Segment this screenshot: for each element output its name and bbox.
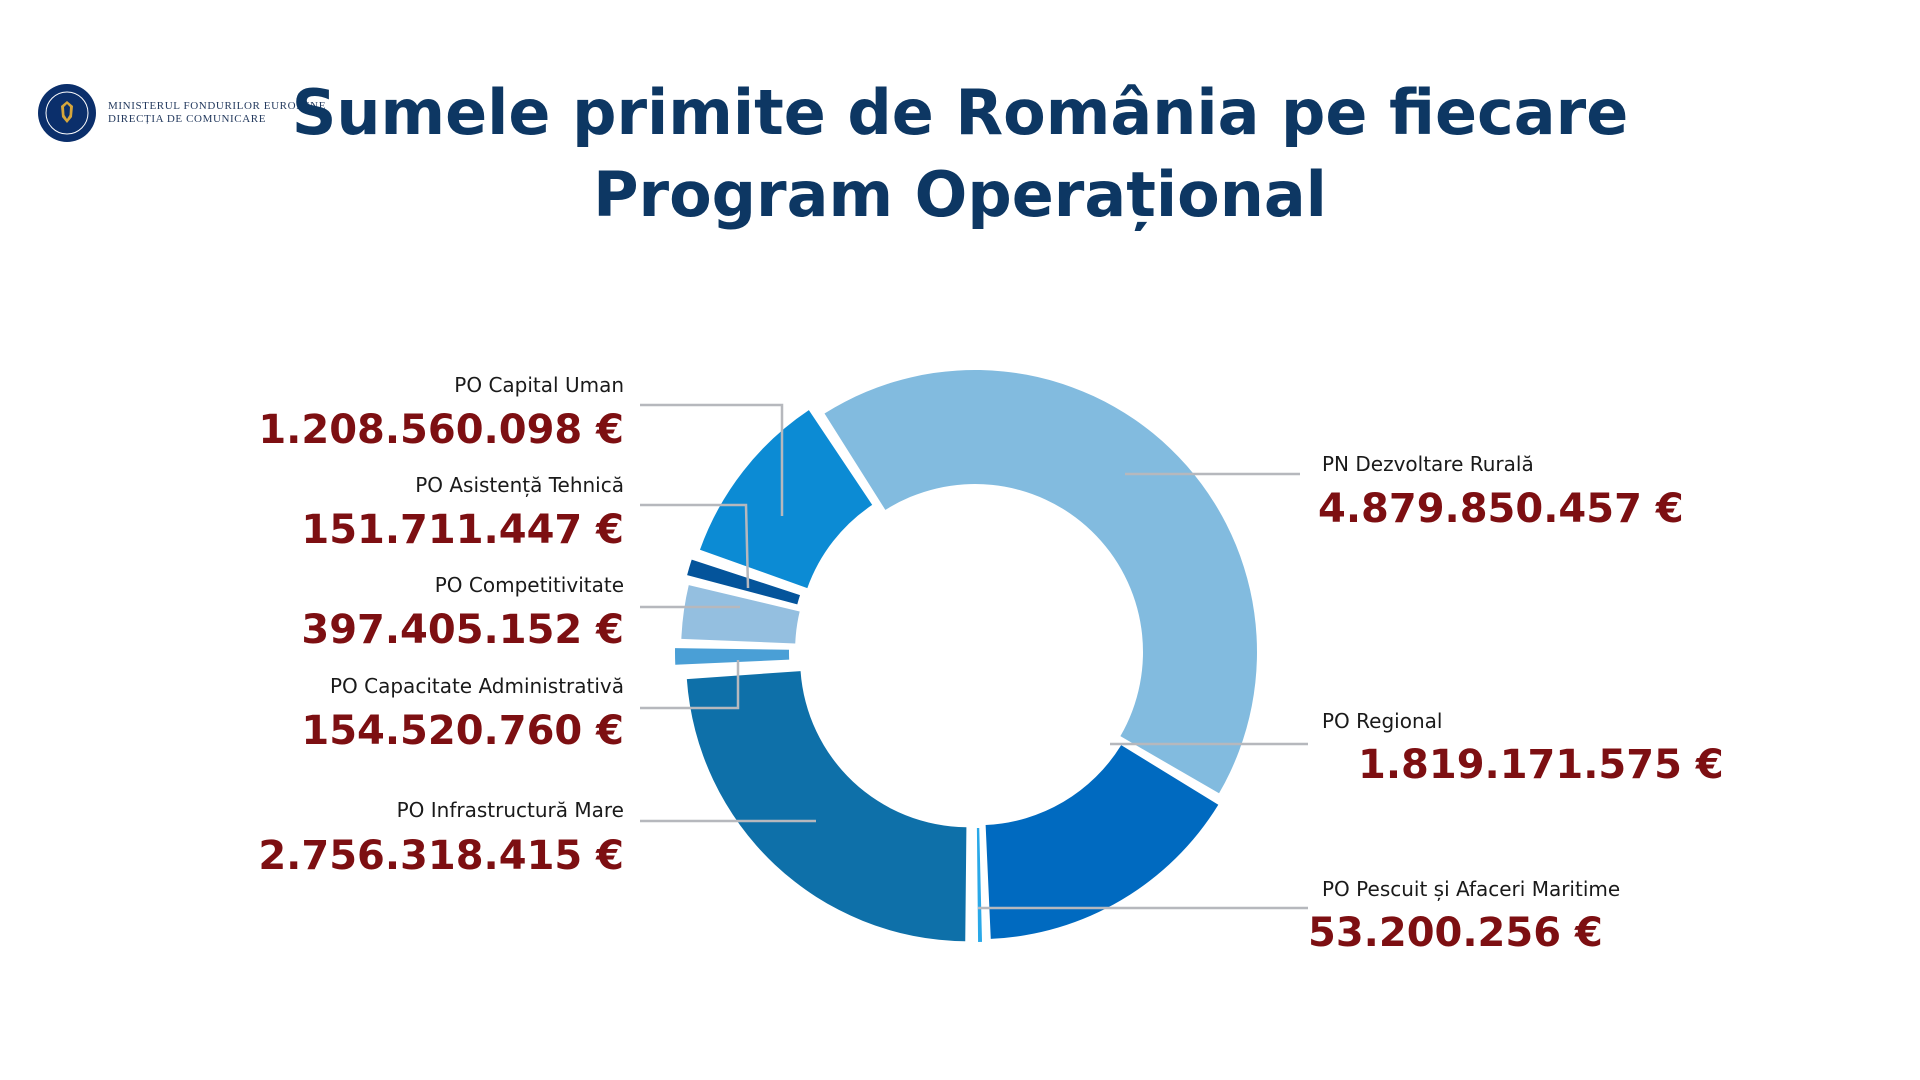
value-label-3: 53.200.256 € xyxy=(1308,910,1603,956)
donut-slice-4 xyxy=(686,671,967,942)
donut-slice-6 xyxy=(681,585,800,644)
category-label-7: PO Asistență Tehnică xyxy=(415,473,624,497)
value-label-1: 4.879.850.457 € xyxy=(1318,486,1684,532)
donut-slice-3 xyxy=(976,827,983,942)
logo-line-1: Ministerul Fondurilor Europene xyxy=(108,100,327,112)
category-label-3: PO Pescuit și Afaceri Maritime xyxy=(1322,877,1620,901)
value-label-2: 1.819.171.575 € xyxy=(1358,742,1724,788)
value-label-6: 397.405.152 € xyxy=(301,607,624,653)
category-label-2: PO Regional xyxy=(1322,709,1442,733)
title-line-1: Sumele primite de România pe fiecare xyxy=(291,76,1629,149)
page-title: Sumele primite de România pe fiecare Pro… xyxy=(0,72,1920,236)
coat-of-arms-icon xyxy=(38,84,96,142)
logo-line-2: Direcția de Comunicare xyxy=(108,113,267,125)
title-line-2: Program Operațional xyxy=(593,158,1327,231)
leader-line-7 xyxy=(640,503,750,589)
value-label-8: 1.208.560.098 € xyxy=(258,407,624,453)
donut-slice-5 xyxy=(675,648,790,665)
donut-slice-8 xyxy=(699,410,873,589)
category-label-1: PN Dezvoltare Rurală xyxy=(1322,452,1534,476)
government-logo: Ministerul Fondurilor Europene Direcția … xyxy=(38,84,326,142)
donut-slice-1 xyxy=(824,370,1257,794)
value-label-4: 2.756.318.415 € xyxy=(258,833,624,879)
category-label-8: PO Capital Uman xyxy=(454,373,624,397)
leader-line-5 xyxy=(640,660,740,710)
donut-slice-2 xyxy=(985,745,1219,939)
donut-slice-7 xyxy=(687,559,801,605)
category-label-6: PO Competitivitate xyxy=(435,573,624,597)
value-label-5: 154.520.760 € xyxy=(301,708,624,754)
category-label-5: PO Capacitate Administrativă xyxy=(330,674,624,698)
category-label-4: PO Infrastructură Mare xyxy=(397,798,624,822)
leader-line-8 xyxy=(640,403,784,516)
value-label-7: 151.711.447 € xyxy=(301,507,624,553)
